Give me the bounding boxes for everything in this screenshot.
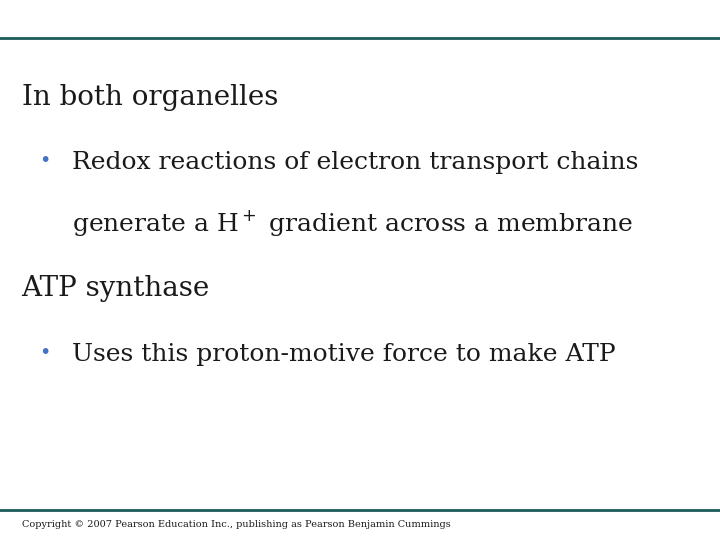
Text: In both organelles: In both organelles: [22, 84, 278, 111]
Text: generate a H$^+$ gradient across a membrane: generate a H$^+$ gradient across a membr…: [72, 208, 633, 238]
Text: Copyright © 2007 Pearson Education Inc., publishing as Pearson Benjamin Cummings: Copyright © 2007 Pearson Education Inc.,…: [22, 520, 450, 529]
Text: •: •: [40, 343, 51, 362]
Text: Redox reactions of electron transport chains: Redox reactions of electron transport ch…: [72, 151, 639, 174]
Text: •: •: [40, 151, 51, 170]
Text: ATP synthase: ATP synthase: [22, 275, 210, 302]
Text: Uses this proton-motive force to make ATP: Uses this proton-motive force to make AT…: [72, 343, 616, 366]
